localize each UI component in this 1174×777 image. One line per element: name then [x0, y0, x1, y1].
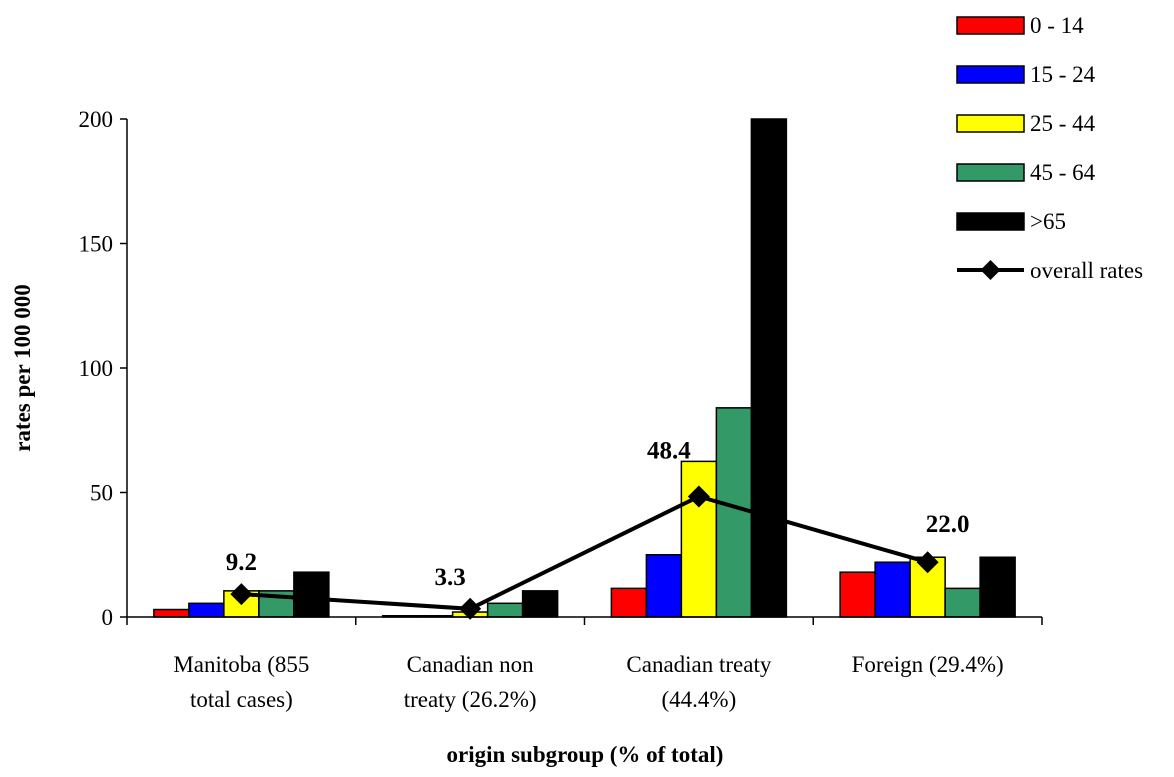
legend-diamond-marker — [980, 260, 1001, 280]
overall-rates-marker — [916, 551, 939, 574]
x-category-label: Manitoba (855 total cases) — [173, 652, 309, 712]
legend-label: 45 - 64 — [1030, 160, 1096, 185]
y-tick-label: 50 — [90, 481, 113, 506]
bar — [645, 554, 683, 618]
legend-item: 25 - 44 — [956, 111, 1096, 136]
overall-rates-marker — [459, 597, 482, 620]
x-category-label: Canadian non treaty (26.2%) — [404, 652, 537, 712]
bar — [839, 571, 876, 618]
x-category-label-line: (44.4%) — [662, 687, 737, 712]
overall-rate-data-label: 3.3 — [435, 564, 466, 591]
y-tick-label: 200 — [79, 107, 114, 132]
overall-rate-data-label: 9.2 — [226, 549, 257, 576]
overall-rates-line-layer — [230, 485, 939, 620]
legend-swatch — [956, 212, 1025, 231]
bar — [293, 571, 330, 618]
bar — [680, 460, 718, 618]
bar — [153, 608, 190, 618]
legend-item: 15 - 24 — [956, 62, 1096, 87]
bar — [979, 556, 1016, 618]
legend-label: 25 - 44 — [1030, 111, 1096, 136]
legend-swatch — [956, 16, 1025, 35]
legend-label: >65 — [1030, 209, 1066, 234]
x-axis-title: origin subgroup (% of total) — [447, 742, 724, 767]
legend-item: 0 - 14 — [956, 13, 1084, 38]
bar — [944, 587, 981, 618]
x-category-label: Canadian treaty (44.4%) — [626, 652, 771, 712]
x-category-label-line: Canadian non — [407, 652, 535, 677]
bar — [610, 587, 648, 618]
x-category-label-line: Foreign (29.4%) — [852, 652, 1004, 677]
legend-label: overall rates — [1030, 258, 1143, 283]
bars-layer — [153, 118, 1016, 618]
labels-layer: Manitoba (855 total cases) Canadian non tre… — [173, 437, 1003, 712]
bar — [874, 561, 911, 618]
x-category-label-line: treaty (26.2%) — [404, 687, 537, 712]
overall-rates-marker — [687, 485, 710, 508]
legend-item: 45 - 64 — [956, 160, 1096, 185]
x-category-label: Foreign (29.4%) — [852, 652, 1004, 677]
bar — [486, 602, 524, 618]
x-category-label-line: Manitoba (855 — [173, 652, 309, 677]
bar — [750, 118, 788, 618]
y-tick-label: 150 — [79, 232, 114, 257]
y-tick-label: 100 — [79, 356, 114, 381]
overall-rates-marker — [230, 583, 253, 606]
legend-item: overall rates — [957, 258, 1143, 283]
axes-layer: 0 50 100 150 200 — [79, 107, 1043, 630]
y-tick-label: 0 — [102, 605, 114, 630]
bar — [715, 407, 753, 618]
x-category-label-line: Canadian treaty — [626, 652, 771, 677]
legend: 0 - 14 15 - 24 25 - 44 45 - 64 >65 overall ra… — [956, 13, 1143, 283]
bar — [521, 590, 559, 618]
bar — [188, 602, 225, 618]
legend-swatch — [956, 65, 1025, 84]
legend-item: >65 — [956, 209, 1066, 234]
y-axis-title: rates per 100 000 — [10, 284, 35, 452]
legend-swatch — [956, 163, 1025, 182]
overall-rates-line — [241, 494, 929, 611]
legend-label: 0 - 14 — [1030, 13, 1084, 38]
legend-label: 15 - 24 — [1030, 62, 1096, 87]
overall-rate-data-label: 48.4 — [647, 437, 691, 464]
legend-swatch — [956, 114, 1025, 133]
x-category-label-line: total cases) — [190, 687, 293, 712]
overall-rate-data-label: 22.0 — [926, 511, 970, 538]
